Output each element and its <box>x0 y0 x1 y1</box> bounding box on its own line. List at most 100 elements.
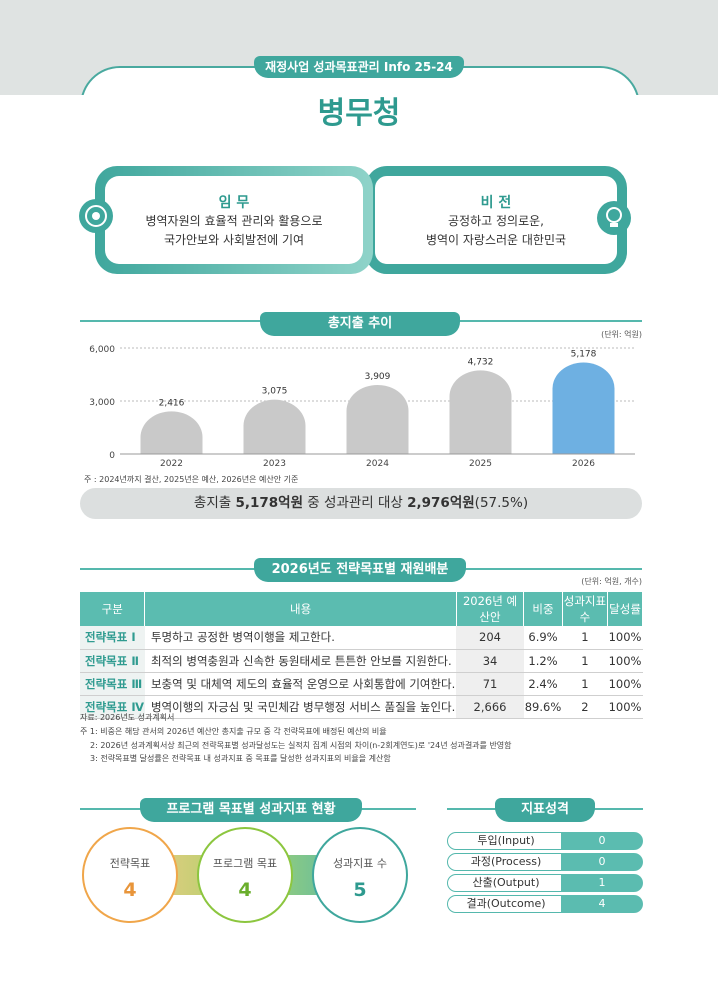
table: 구분 내용 2026년 예산안 비중 성과지표수 달성률 전략목표 Ⅰ 투명하고 공정한 병역… <box>80 592 643 719</box>
item-label: 성과지표 수 <box>332 857 388 870</box>
bar <box>140 411 203 454</box>
summary-text: (57.5%) <box>474 495 529 511</box>
table-row: 전략목표 Ⅲ 보충역 및 대체역 제도의 효율적 운영으로 사회통합에 기여한다.… <box>80 672 643 696</box>
table-cell: 89.6% <box>523 695 563 719</box>
table-cell: 1 <box>562 649 608 673</box>
x-tick-label: 2023 <box>263 459 286 469</box>
x-tick-label: 2026 <box>572 459 595 469</box>
program-item: 전략목표 4 <box>82 827 178 923</box>
table-cell: 보충역 및 대체역 제도의 효율적 운영으로 사회통합에 기여한다. <box>144 672 457 696</box>
note: 주 1: 비중은 해당 관서의 2026년 예산안 총지출 규모 중 각 전략목… <box>80 727 387 736</box>
indicator-row: 투입(Input) 0 <box>447 832 643 850</box>
mission-title: 임 무 <box>218 195 250 211</box>
value-label: 3,075 <box>262 387 288 397</box>
table-cell: 전략목표 Ⅱ <box>80 649 145 673</box>
summary-text: 중 성과관리 대상 <box>303 495 408 511</box>
indicator-label: 과정(Process) <box>447 853 565 871</box>
indicator-row: 결과(Outcome) 4 <box>447 895 643 913</box>
mission-frame <box>95 166 373 274</box>
mission-icon <box>79 199 113 233</box>
bar-chart: 0 3,000 6,000 2,416 2022 3,075 2023 3,909 2024 4,… <box>89 345 635 469</box>
value-label: 5,178 <box>571 350 597 360</box>
title: 병무청 <box>317 96 401 131</box>
y-tick-label: 3,000 <box>89 398 115 408</box>
indicator-value: 0 <box>561 853 643 871</box>
item-value: 4 <box>238 879 252 901</box>
table-cell: 100% <box>607 672 643 696</box>
x-tick-label: 2024 <box>366 459 389 469</box>
chart-unit: (단위: 억원) <box>601 330 642 339</box>
table-cell: 전략목표 Ⅲ <box>80 672 145 696</box>
indicator-row: 과정(Process) 0 <box>447 853 643 871</box>
indicator-value: 4 <box>561 895 643 913</box>
summary-text: 총지출 <box>193 495 236 511</box>
bar <box>552 362 615 454</box>
program-item: 프로그램 목표 4 <box>197 827 293 923</box>
bar <box>243 399 306 454</box>
indicator-value: 0 <box>561 832 643 850</box>
value-label: 3,909 <box>365 372 391 382</box>
table-cell: 전략목표 Ⅰ <box>80 626 145 650</box>
table-cell: 2 <box>562 695 608 719</box>
indicator-title: 지표성격 <box>495 798 595 822</box>
program-title: 프로그램 목표별 성과지표 현황 <box>140 798 362 822</box>
mission-line: 병역자원의 효율적 관리와 활용으로 <box>145 214 323 228</box>
table-row: 전략목표 Ⅳ 병역이행의 자긍심 및 국민체감 병무행정 서비스 품질을 높인다.… <box>80 695 643 719</box>
table-title: 2026년도 전략목표별 재원배분 <box>254 558 466 582</box>
item-value: 4 <box>123 879 137 901</box>
table-cell: 최적의 병역충원과 신속한 동원태세로 튼튼한 안보를 지원한다. <box>144 649 457 673</box>
table-cell: 6.9% <box>523 626 563 650</box>
table-cell: 204 <box>456 626 524 650</box>
note: 2: 2026년 성과계획서상 최근의 전략목표별 성과달성도는 실적치 집계 … <box>90 741 512 750</box>
header-mask <box>78 95 642 155</box>
table-cell: 전략목표 Ⅳ <box>80 695 145 719</box>
table-cell: 100% <box>607 649 643 673</box>
table-cell: 2,666 <box>456 695 524 719</box>
summary-value: 5,178억원 <box>235 495 304 511</box>
table-header: 성과지표수 <box>562 592 609 626</box>
summary: 총지출 5,178억원 중 성과관리 대상 2,976억원(57.5%) <box>80 488 642 519</box>
table-cell: 1 <box>562 626 608 650</box>
x-tick-label: 2025 <box>469 459 492 469</box>
item-label: 프로그램 목표 <box>212 857 278 870</box>
table-cell: 1.2% <box>523 649 563 673</box>
table-cell: 71 <box>456 672 524 696</box>
item-label: 전략목표 <box>109 857 151 870</box>
table-header: 달성률 <box>607 592 643 626</box>
table-cell: 2.4% <box>523 672 563 696</box>
value-label: 4,732 <box>468 357 494 367</box>
table-cell: 병역이행의 자긍심 및 국민체감 병무행정 서비스 품질을 높인다. <box>144 695 457 719</box>
indicator-label: 산출(Output) <box>447 874 565 892</box>
chart-note: 주 : 2024년까지 결산, 2025년은 예산, 2026년은 예산안 기준 <box>84 475 299 484</box>
chart-title: 총지출 추이 <box>260 312 460 336</box>
table-cell: 100% <box>607 695 643 719</box>
table-row: 전략목표 Ⅰ 투명하고 공정한 병역이행을 제고한다. 204 6.9% 1 100% <box>80 626 643 650</box>
bar <box>449 370 512 454</box>
table-cell: 34 <box>456 649 524 673</box>
indicator-value: 1 <box>561 874 643 892</box>
item-value: 5 <box>353 879 367 901</box>
indicator-label: 투입(Input) <box>447 832 565 850</box>
indicator-label: 결과(Outcome) <box>447 895 565 913</box>
table-header: 2026년 예산안 <box>456 592 525 626</box>
mission-line: 국가안보와 사회발전에 기여 <box>163 233 305 247</box>
table-header: 비중 <box>523 592 563 626</box>
table-header: 구분 <box>80 592 146 626</box>
note: 3: 전략목표별 달성률은 전략목표 내 성과지표 중 목표를 달성한 성과지표… <box>90 754 391 763</box>
vision-title: 비 전 <box>480 195 512 211</box>
vision-icon <box>597 201 631 235</box>
y-tick-label: 0 <box>109 451 115 461</box>
vision-line: 공정하고 정의로운, <box>448 214 544 228</box>
vision-line: 병역이 자랑스러운 대한민국 <box>425 233 567 247</box>
indicator-row: 산출(Output) 1 <box>447 874 643 892</box>
bar <box>346 384 409 454</box>
summary-value: 2,976억원 <box>407 495 475 511</box>
program-item: 성과지표 수 5 <box>312 827 408 923</box>
table-header: 내용 <box>144 592 457 626</box>
source: 자료: 2026년도 성과계획서 <box>80 713 175 722</box>
vision-text: 공정하고 정의로운, 병역이 자랑스러운 대한민국 <box>365 212 627 250</box>
x-tick-label: 2022 <box>160 459 183 469</box>
badge: 재정사업 성과목표관리 Info 25-24 <box>254 56 464 78</box>
